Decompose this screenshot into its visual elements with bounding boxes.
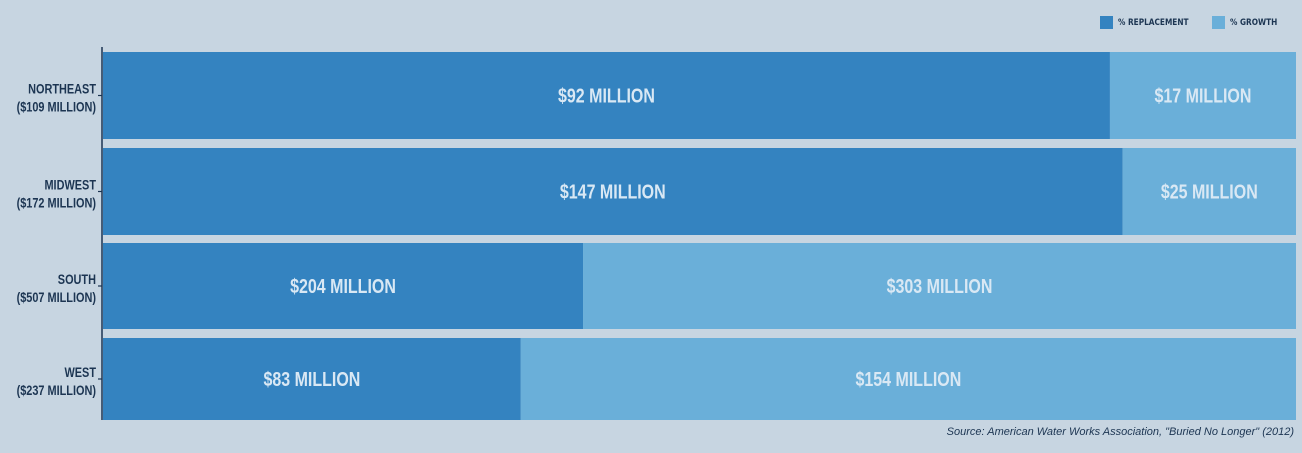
category-total-label: ($237 MILLION)	[17, 383, 96, 399]
category-total-label: ($172 MILLION)	[17, 195, 96, 211]
bar-value-label: $92 MILLION	[558, 85, 655, 107]
legend-label-replacement: % REPLACEMENT	[1118, 17, 1189, 28]
category-label: NORTHEAST	[28, 81, 96, 97]
bar-south-growth	[583, 243, 1296, 329]
source-note: Source: American Water Works Association…	[946, 426, 1294, 438]
category-label: MIDWEST	[44, 177, 96, 193]
category-label: WEST	[64, 365, 96, 381]
bar-value-label: $303 MILLION	[887, 275, 993, 297]
legend-label-growth: % GROWTH	[1230, 17, 1278, 28]
bar-midwest-growth	[1122, 148, 1296, 235]
legend: % REPLACEMENT % GROWTH	[1100, 16, 1288, 29]
legend-swatch-replacement	[1100, 16, 1114, 29]
bar-value-label: $17 MILLION	[1155, 85, 1252, 107]
bar-midwest-replacement	[103, 148, 1123, 235]
bar-northeast-replacement	[103, 52, 1110, 139]
bar-west-replacement	[103, 338, 521, 420]
bar-value-label: $25 MILLION	[1161, 181, 1258, 203]
legend-swatch-growth	[1212, 16, 1226, 29]
bar-value-label: $154 MILLION	[855, 368, 961, 390]
category-total-label: ($507 MILLION)	[17, 290, 96, 306]
legend-item-replacement: % REPLACEMENT	[1100, 16, 1204, 29]
category-total-label: ($109 MILLION)	[17, 99, 96, 115]
bar-value-label: $204 MILLION	[290, 275, 396, 297]
legend-item-growth: % GROWTH	[1212, 16, 1288, 29]
bar-south-replacement	[103, 243, 584, 329]
bar-value-label: $83 MILLION	[263, 368, 360, 390]
category-label: SOUTH	[58, 272, 96, 288]
bar-value-label: $147 MILLION	[560, 181, 666, 203]
bar-west-growth	[520, 338, 1296, 420]
bar-northeast-growth	[1109, 52, 1296, 139]
